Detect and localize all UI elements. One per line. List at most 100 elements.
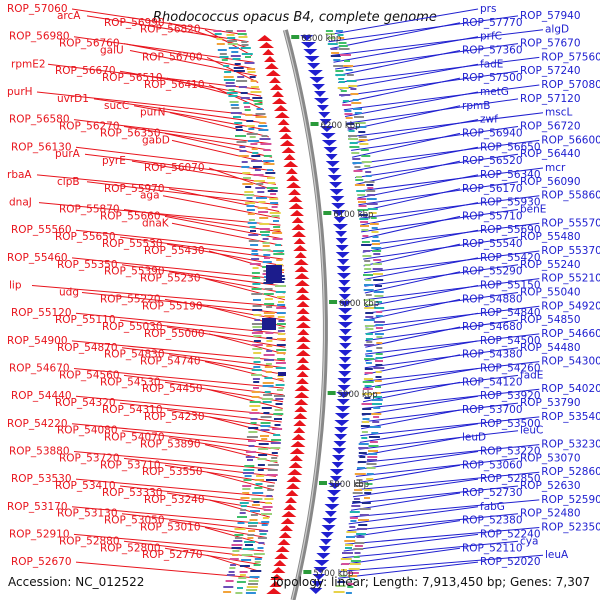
forward-gene-label: ROP_55650	[55, 231, 116, 243]
feature-tick	[251, 258, 260, 260]
feature-tick	[272, 428, 283, 430]
feature-tick	[253, 299, 261, 301]
feature-tick	[366, 478, 374, 480]
reverse-gene-arrow	[311, 581, 324, 587]
feature-tick	[269, 212, 281, 214]
feature-tick	[365, 362, 372, 364]
reverse-gene-arrow	[333, 441, 347, 447]
feature-tick	[252, 305, 262, 307]
feature-tick	[247, 213, 255, 215]
forward-gene-label: ROP_56130	[11, 141, 72, 153]
feature-tick	[262, 242, 270, 244]
feature-tick	[372, 236, 379, 238]
feature-tick	[354, 184, 365, 186]
forward-gene-label: ROP_54080	[57, 425, 118, 437]
feature-tick	[240, 509, 247, 511]
label-connector	[363, 381, 461, 403]
reverse-gene-label: ROP_57080	[541, 79, 600, 91]
feature-tick	[276, 259, 283, 261]
feature-tick	[276, 312, 286, 314]
feature-tick	[361, 431, 368, 433]
feature-tick	[374, 380, 382, 382]
feature-tick	[257, 464, 265, 466]
feature-tick	[337, 34, 344, 36]
forward-gene-label: ROP_53130	[57, 508, 118, 520]
feature-tick	[238, 577, 247, 579]
forward-gene-label: ROP_55190	[142, 300, 203, 312]
feature-tick	[265, 502, 272, 504]
reverse-gene-arrow	[336, 266, 351, 272]
forward-gene-label: ROP_55110	[55, 314, 116, 326]
forward-gene-label: ROP_53170	[7, 501, 68, 513]
feature-tick	[373, 367, 385, 369]
reverse-gene-arrow	[335, 245, 349, 251]
feature-tick	[254, 103, 263, 105]
reverse-gene-label: ROP_53070	[520, 452, 581, 464]
label-connector	[362, 222, 540, 246]
reverse-gene-arrow	[327, 490, 342, 496]
label-connector	[336, 50, 461, 77]
feature-tick	[247, 534, 255, 536]
feature-tick	[266, 169, 273, 171]
feature-tick	[276, 352, 286, 354]
feature-tick	[236, 30, 246, 32]
feature-tick	[248, 234, 259, 236]
reverse-gene-arrow	[338, 336, 353, 342]
reverse-gene-arrow	[333, 217, 346, 223]
feature-tick	[253, 366, 261, 368]
feature-tick	[359, 508, 371, 510]
forward-gene-label: ROP_56070	[144, 162, 205, 174]
feature-tick	[357, 461, 366, 463]
reverse-gene-label: ROP_56090	[520, 176, 581, 188]
reverse-gene-arrow	[331, 203, 346, 209]
label-connector	[93, 98, 267, 124]
feature-tick	[266, 306, 273, 308]
feature-tick	[227, 37, 236, 39]
forward-gene-arrow	[277, 119, 290, 125]
feature-tick	[245, 451, 256, 453]
forward-gene-arrow	[280, 518, 295, 524]
feature-tick	[348, 130, 355, 132]
feature-tick	[251, 504, 260, 506]
forward-gene-label: ROP_53050	[104, 515, 165, 527]
feature-tick	[361, 502, 371, 504]
feature-tick	[366, 473, 374, 475]
forward-gene-arrow	[293, 420, 307, 426]
label-connector	[331, 29, 544, 56]
forward-gene-arrow	[288, 189, 302, 195]
feature-tick	[344, 113, 353, 115]
forward-gene-label: purN	[140, 107, 166, 119]
reverse-gene-label: ROP_53920	[480, 390, 541, 402]
label-connector	[119, 319, 286, 342]
feature-tick	[276, 349, 287, 351]
reverse-gene-arrow	[313, 98, 329, 104]
feature-tick	[245, 202, 256, 204]
reverse-gene-label: ROP_56170	[462, 183, 523, 195]
forward-gene-label: ROP_55560	[11, 224, 72, 236]
feature-tick	[250, 80, 257, 82]
feature-tick	[252, 378, 260, 380]
feature-tick	[245, 456, 255, 458]
feature-tick	[251, 288, 262, 290]
reverse-gene-label: ROP_54480	[520, 342, 581, 354]
reverse-gene-arrow	[334, 420, 350, 426]
feature-tick	[241, 53, 253, 55]
feature-tick	[253, 352, 262, 354]
feature-tick	[274, 418, 282, 420]
label-connector	[363, 368, 479, 389]
reverse-gene-label: prs	[480, 3, 496, 15]
feature-tick	[241, 161, 248, 163]
forward-gene-arrow	[293, 245, 308, 251]
feature-tick	[260, 425, 271, 427]
feature-tick	[246, 586, 258, 588]
forward-gene-arrow	[286, 476, 302, 482]
feature-tick	[350, 93, 359, 95]
feature-tick	[219, 53, 227, 55]
feature-tick	[255, 187, 266, 189]
feature-tick	[266, 479, 277, 481]
feature-tick	[251, 253, 259, 255]
feature-tick	[241, 166, 250, 168]
reverse-gene-label: ROP_55710	[462, 210, 523, 222]
feature-tick	[327, 37, 335, 39]
